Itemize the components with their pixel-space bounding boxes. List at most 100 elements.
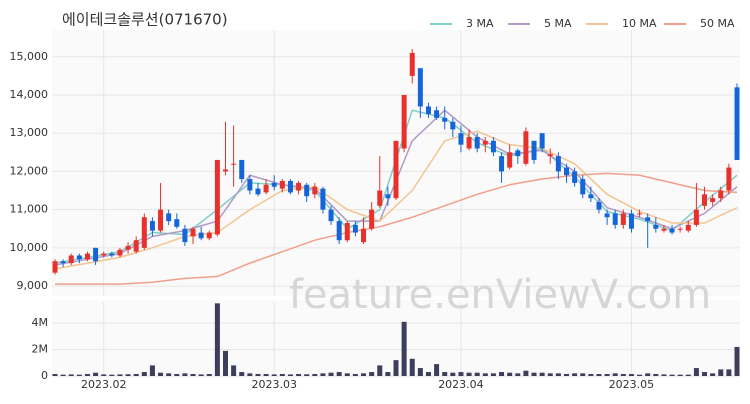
volume-bar [580, 373, 586, 376]
y-tick-label: 11,000 [10, 203, 49, 216]
candle-body [149, 221, 155, 231]
volume-bar [101, 374, 107, 376]
volume-bar [702, 372, 708, 376]
candle-body [612, 213, 618, 225]
candle-body [247, 179, 253, 191]
volume-bar [320, 373, 326, 376]
volume-bar [434, 364, 440, 376]
candle-body [442, 117, 448, 122]
candle-body [718, 190, 724, 199]
candle-body [523, 131, 529, 164]
candle-body [401, 94, 407, 149]
volume-bar [734, 346, 740, 376]
candle-body [596, 201, 602, 210]
volume-bar [52, 374, 58, 376]
volume-bar [499, 372, 505, 376]
legend-label: 10 MA [622, 17, 657, 30]
volume-bar [564, 374, 569, 376]
candle-body [223, 169, 228, 172]
candle-body [645, 217, 651, 222]
candle-body [490, 140, 496, 153]
volume-bar [669, 374, 675, 376]
volume-bar [442, 372, 448, 376]
volume-bar [661, 374, 667, 376]
volume-bar [507, 372, 513, 376]
volume-tick-label: 4M [32, 316, 49, 329]
candle-body [101, 253, 107, 256]
volume-bar [474, 372, 480, 376]
chart-title: 에이테크솔루션(071670) [62, 11, 228, 29]
volume-bar [84, 374, 90, 376]
volume-bar [490, 373, 496, 376]
candle-body [304, 184, 310, 197]
candle-body [409, 52, 415, 76]
volume-bar [190, 374, 196, 376]
volume-bar [133, 374, 139, 376]
volume-bar [369, 372, 375, 376]
x-tick-label: 2023.03 [251, 378, 297, 391]
candle-body [93, 247, 99, 262]
candle-body [84, 253, 90, 260]
volume-bar [718, 369, 724, 376]
candle-body [296, 182, 302, 191]
candle-body [352, 224, 358, 233]
volume-bar [76, 374, 82, 376]
candle-body [604, 213, 610, 218]
candle-body [263, 184, 269, 193]
candle-body [344, 223, 350, 241]
candle-body [336, 221, 342, 241]
volume-bar [263, 374, 269, 376]
candle-body [52, 261, 58, 273]
candle-body [620, 213, 626, 225]
volume-bar [149, 365, 155, 376]
volume-bar [425, 372, 431, 376]
volume-bar [604, 374, 610, 376]
candle-body [580, 179, 586, 195]
volume-bar [68, 374, 74, 376]
candle-body [734, 87, 740, 160]
volume-bar [166, 373, 172, 376]
volume-bar [239, 372, 245, 376]
candle-body [312, 186, 318, 195]
candle-body [693, 209, 699, 225]
volume-bar [296, 374, 302, 376]
candle-body [385, 194, 391, 199]
volume-bar [60, 374, 66, 376]
candle-body [547, 154, 553, 157]
legend-label: 5 MA [544, 17, 572, 30]
candle-body [206, 232, 212, 239]
candle-body [279, 180, 285, 189]
candle-body [669, 228, 675, 233]
volume-bar [401, 321, 407, 376]
candle-body [677, 228, 683, 230]
volume-bar [109, 374, 115, 376]
candle-body [174, 219, 180, 227]
volume-bar [620, 374, 626, 376]
volume-bar [206, 374, 212, 376]
volume-bar [547, 373, 553, 376]
candle-body [255, 188, 261, 195]
y-tick-label: 13,000 [10, 126, 49, 139]
volume-bar [271, 374, 277, 376]
ma-line [55, 172, 738, 285]
candle-body [166, 213, 172, 222]
candle-body [328, 209, 334, 222]
candle-body [555, 156, 561, 172]
y-tick-label: 10,000 [10, 241, 49, 254]
volume-bar [515, 373, 521, 376]
candle-body [588, 194, 594, 199]
volume-bar [377, 365, 383, 376]
volume-bar [182, 373, 188, 376]
candle-body [271, 182, 277, 187]
volume-bar [588, 374, 594, 376]
candle-body [214, 159, 220, 235]
candle-body [68, 255, 74, 264]
volume-bar [555, 373, 561, 376]
y-tick-label: 9,000 [17, 279, 49, 292]
candle-body [499, 156, 505, 172]
candle-body [531, 140, 537, 160]
volume-bar [328, 372, 334, 376]
volume-bar [125, 374, 131, 376]
volume-bar [361, 373, 367, 376]
